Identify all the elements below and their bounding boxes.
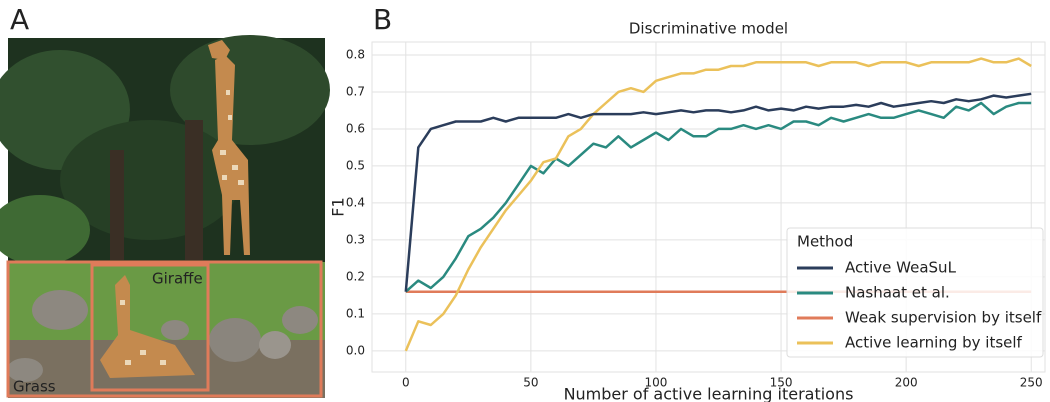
y-tick-label: 0.7 — [346, 84, 365, 98]
legend-box — [786, 227, 1044, 358]
legend-label: Weak supervision by itself — [845, 309, 1042, 327]
y-tick-label: 0.2 — [346, 269, 365, 283]
x-tick-label: 250 — [1020, 376, 1043, 390]
series-line — [404, 101, 1032, 293]
y-tick-label: 0.5 — [346, 158, 365, 172]
x-tick-label: 150 — [770, 376, 793, 390]
y-tick-label: 0.8 — [346, 47, 365, 61]
panel-label: B — [373, 3, 392, 36]
plot: 0.0 0.1 0.2 0.3 0.4 0.5 0.6 0.7 0.8 0 50 100 150 200 2… — [329, 20, 1046, 402]
y-tick-label: 0.1 — [346, 306, 365, 320]
legend-label: Active WeaSuL — [845, 259, 957, 277]
x-axis-label: Number of active learning iterations — [564, 385, 854, 402]
y-tick-label: 0.6 — [346, 121, 365, 135]
y-tick-label: 0.0 — [346, 343, 365, 357]
legend-title: Method — [797, 233, 853, 251]
x-tick-label: 0 — [402, 376, 410, 390]
legend-label: Nashaat et al. — [845, 284, 950, 302]
x-tick-label: 200 — [895, 376, 918, 390]
chart-title: Discriminative model — [629, 20, 788, 38]
series-line — [404, 57, 1032, 352]
y-axis-label: F1 — [329, 197, 348, 216]
legend-label: Active learning by itself — [845, 334, 1023, 352]
panel-label: A — [10, 3, 29, 36]
photo-label: Grass — [13, 378, 56, 396]
x-tick-label: 50 — [523, 376, 538, 390]
photo-label: Giraffe — [152, 270, 203, 288]
plot-frame — [371, 41, 1046, 373]
y-tick-label: 0.3 — [346, 232, 365, 246]
photo: Giraffe Grass — [0, 35, 330, 398]
x-tick-label: 100 — [645, 376, 668, 390]
series-line — [404, 92, 1032, 292]
y-tick-label: 0.4 — [346, 195, 365, 209]
